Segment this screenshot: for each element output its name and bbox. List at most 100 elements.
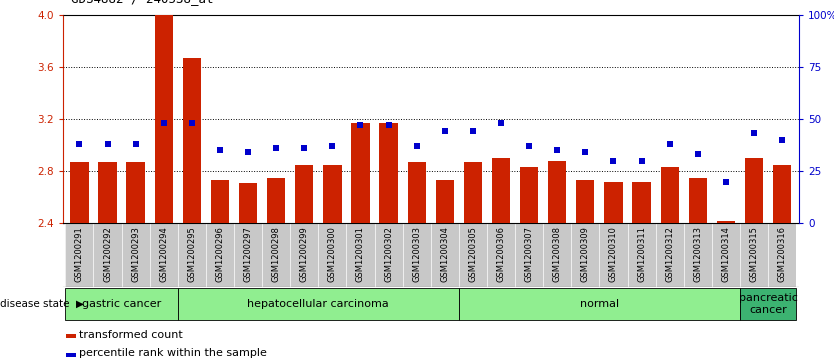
Bar xyxy=(548,161,566,223)
Bar xyxy=(66,334,76,338)
Text: GSM1200308: GSM1200308 xyxy=(553,227,562,282)
Bar xyxy=(684,223,712,287)
Point xyxy=(354,122,367,128)
Text: GDS4882 / 240538_at: GDS4882 / 240538_at xyxy=(71,0,214,5)
Point xyxy=(241,150,254,155)
Bar xyxy=(93,223,122,287)
Text: GSM1200302: GSM1200302 xyxy=(384,227,393,282)
Text: transformed count: transformed count xyxy=(79,330,183,340)
Bar xyxy=(492,158,510,223)
Bar xyxy=(295,164,314,223)
Bar xyxy=(627,223,656,287)
Bar xyxy=(689,178,707,223)
Bar xyxy=(351,123,369,223)
Point xyxy=(214,147,227,153)
Text: GSM1200312: GSM1200312 xyxy=(666,227,674,282)
Bar xyxy=(403,223,430,287)
Bar xyxy=(768,223,796,287)
Bar xyxy=(459,223,487,287)
Bar xyxy=(745,158,763,223)
Bar xyxy=(740,223,768,287)
Text: GSM1200291: GSM1200291 xyxy=(75,227,84,282)
Text: GSM1200307: GSM1200307 xyxy=(525,227,534,282)
Point xyxy=(495,120,508,126)
Bar xyxy=(773,164,791,223)
Bar xyxy=(267,178,285,223)
Point xyxy=(747,131,761,136)
Point xyxy=(410,143,424,149)
Point xyxy=(607,158,620,163)
Text: gastric cancer: gastric cancer xyxy=(82,299,161,309)
Point xyxy=(635,158,648,163)
Text: GSM1200298: GSM1200298 xyxy=(272,227,281,282)
Point xyxy=(129,141,143,147)
Point xyxy=(382,122,395,128)
Text: GSM1200301: GSM1200301 xyxy=(356,227,365,282)
Bar xyxy=(600,223,627,287)
Bar xyxy=(543,223,571,287)
Text: GSM1200315: GSM1200315 xyxy=(750,227,758,282)
Point xyxy=(579,150,592,155)
Text: GSM1200294: GSM1200294 xyxy=(159,227,168,282)
Bar xyxy=(716,221,735,223)
Bar xyxy=(515,223,543,287)
Bar xyxy=(520,167,538,223)
Text: GSM1200310: GSM1200310 xyxy=(609,227,618,282)
Text: GSM1200299: GSM1200299 xyxy=(299,227,309,282)
Bar xyxy=(435,180,454,223)
Text: pancreatic
cancer: pancreatic cancer xyxy=(739,293,797,315)
Bar xyxy=(374,223,403,287)
Text: GSM1200311: GSM1200311 xyxy=(637,227,646,282)
Bar xyxy=(290,223,319,287)
Bar xyxy=(656,223,684,287)
Bar xyxy=(206,223,234,287)
Bar xyxy=(127,162,145,223)
Point xyxy=(298,145,311,151)
Text: GSM1200316: GSM1200316 xyxy=(777,227,786,282)
Point xyxy=(691,151,705,157)
Bar xyxy=(571,223,600,287)
Point xyxy=(550,147,564,153)
Bar xyxy=(576,180,595,223)
Point xyxy=(185,120,198,126)
Text: GSM1200293: GSM1200293 xyxy=(131,227,140,282)
Point xyxy=(776,137,789,143)
Bar xyxy=(183,58,201,223)
Bar xyxy=(65,223,93,287)
Bar xyxy=(324,164,341,223)
Bar xyxy=(430,223,459,287)
Bar xyxy=(211,180,229,223)
Bar xyxy=(459,289,740,319)
Point xyxy=(101,141,114,147)
Point xyxy=(269,145,283,151)
Text: GSM1200300: GSM1200300 xyxy=(328,227,337,282)
Bar xyxy=(122,223,149,287)
Bar xyxy=(178,289,459,319)
Point xyxy=(719,179,732,184)
Bar xyxy=(632,182,651,223)
Text: GSM1200305: GSM1200305 xyxy=(469,227,477,282)
Text: normal: normal xyxy=(580,299,619,309)
Bar xyxy=(408,162,426,223)
Point xyxy=(522,143,535,149)
Bar xyxy=(70,162,88,223)
Point xyxy=(73,141,86,147)
Text: GSM1200297: GSM1200297 xyxy=(244,227,253,282)
Bar xyxy=(464,162,482,223)
Text: GSM1200296: GSM1200296 xyxy=(215,227,224,282)
Bar xyxy=(712,223,740,287)
Text: GSM1200314: GSM1200314 xyxy=(721,227,731,282)
Bar xyxy=(740,289,796,319)
Text: GSM1200313: GSM1200313 xyxy=(693,227,702,282)
Text: hepatocellular carcinoma: hepatocellular carcinoma xyxy=(248,299,389,309)
Bar xyxy=(605,182,623,223)
Text: disease state  ▶: disease state ▶ xyxy=(0,299,84,309)
Point xyxy=(157,120,170,126)
Point xyxy=(438,129,451,134)
Text: GSM1200306: GSM1200306 xyxy=(496,227,505,282)
Bar xyxy=(178,223,206,287)
Bar xyxy=(154,15,173,223)
Bar xyxy=(98,162,117,223)
Point xyxy=(326,143,339,149)
Text: GSM1200303: GSM1200303 xyxy=(412,227,421,282)
